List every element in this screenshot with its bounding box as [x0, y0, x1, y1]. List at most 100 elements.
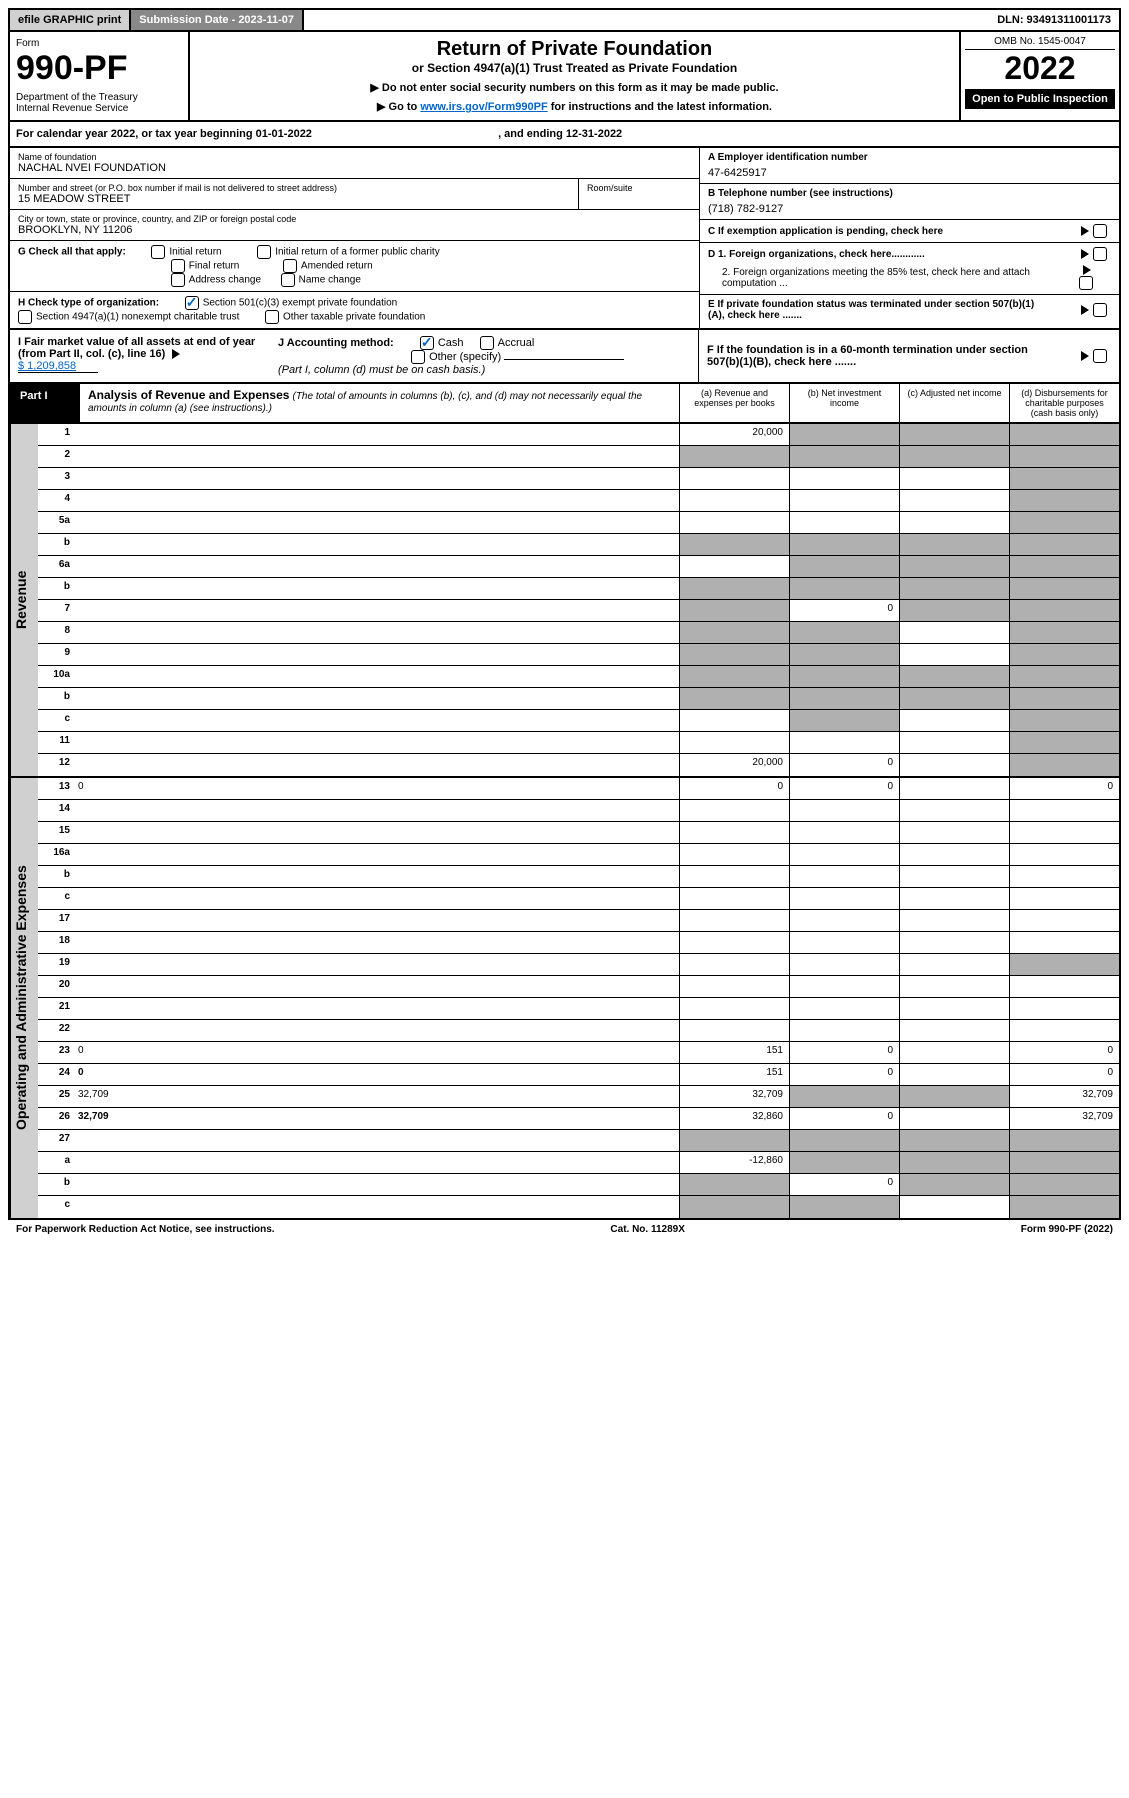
table-row: b	[38, 578, 1119, 600]
table-row: 14	[38, 800, 1119, 822]
ein: 47-6425917	[708, 167, 1111, 179]
table-row: 19	[38, 954, 1119, 976]
table-row: 16a	[38, 844, 1119, 866]
table-row: 18	[38, 932, 1119, 954]
chk-final[interactable]	[171, 259, 185, 273]
note1: ▶ Do not enter social security numbers o…	[196, 81, 953, 94]
table-row: 24015100	[38, 1064, 1119, 1086]
chk-f[interactable]	[1093, 349, 1107, 363]
d2-label: 2. Foreign organizations meeting the 85%…	[708, 267, 1079, 289]
expenses-table: Operating and Administrative Expenses 13…	[8, 778, 1121, 1220]
table-row: 6a	[38, 556, 1119, 578]
table-row: 2532,70932,70932,709	[38, 1086, 1119, 1108]
form-number: 990-PF	[16, 49, 182, 88]
table-row: 23015100	[38, 1042, 1119, 1064]
table-row: 3	[38, 468, 1119, 490]
table-row: b	[38, 866, 1119, 888]
table-row: 8	[38, 622, 1119, 644]
city-label: City or town, state or province, country…	[18, 214, 691, 224]
fmv-link[interactable]: $ 1,209,858	[18, 360, 98, 373]
j-note: (Part I, column (d) must be on cash basi…	[278, 364, 485, 376]
chk-other-tax[interactable]	[265, 310, 279, 324]
chk-501c3[interactable]	[185, 296, 199, 310]
name-label: Name of foundation	[18, 152, 691, 162]
table-row: 2	[38, 446, 1119, 468]
open-public: Open to Public Inspection	[965, 89, 1115, 109]
col-c: (c) Adjusted net income	[899, 384, 1009, 422]
form-title: Return of Private Foundation	[196, 38, 953, 61]
submission-date: Submission Date - 2023-11-07	[131, 10, 304, 30]
footer: For Paperwork Reduction Act Notice, see …	[8, 1220, 1121, 1239]
g-row: G Check all that apply: Initial return I…	[10, 241, 699, 292]
table-row: 20	[38, 976, 1119, 998]
table-row: 21	[38, 998, 1119, 1020]
part1-header: Part I Analysis of Revenue and Expenses …	[8, 384, 1121, 424]
form-ref: Form 990-PF (2022)	[1021, 1224, 1113, 1235]
chk-initial[interactable]	[151, 245, 165, 259]
table-row: c	[38, 1196, 1119, 1218]
dept: Department of the Treasury Internal Reve…	[16, 92, 182, 114]
table-row: a-12,860	[38, 1152, 1119, 1174]
tax-year: 2022	[965, 50, 1115, 87]
table-row: b0	[38, 1174, 1119, 1196]
city: BROOKLYN, NY 11206	[18, 224, 691, 236]
arrow-icon	[1081, 226, 1089, 236]
cat-no: Cat. No. 11289X	[610, 1224, 684, 1235]
omb: OMB No. 1545-0047	[965, 36, 1115, 50]
col-d: (d) Disbursements for charitable purpose…	[1009, 384, 1119, 422]
a-label: A Employer identification number	[708, 152, 1111, 163]
j-label: J Accounting method:	[278, 337, 394, 349]
i-j-f-row: I Fair market value of all assets at end…	[8, 330, 1121, 384]
revenue-label: Revenue	[10, 424, 38, 776]
table-row: 1220,0000	[38, 754, 1119, 776]
table-row: 10a	[38, 666, 1119, 688]
col-a: (a) Revenue and expenses per books	[679, 384, 789, 422]
table-row: 5a	[38, 512, 1119, 534]
chk-d2[interactable]	[1079, 276, 1093, 290]
d1-label: D 1. Foreign organizations, check here..…	[708, 249, 925, 260]
chk-initial-former[interactable]	[257, 245, 271, 259]
chk-addrchg[interactable]	[171, 273, 185, 287]
chk-cash[interactable]	[420, 336, 434, 350]
form-subtitle: or Section 4947(a)(1) Trust Treated as P…	[196, 61, 953, 75]
table-row: 11	[38, 732, 1119, 754]
paperwork-notice: For Paperwork Reduction Act Notice, see …	[16, 1224, 275, 1235]
table-row: 17	[38, 910, 1119, 932]
table-row: 70	[38, 600, 1119, 622]
i-label: I Fair market value of all assets at end…	[18, 336, 255, 360]
table-row: c	[38, 710, 1119, 732]
table-row: b	[38, 688, 1119, 710]
c-label: C If exemption application is pending, c…	[708, 226, 943, 237]
table-row: 27	[38, 1130, 1119, 1152]
room-label: Room/suite	[587, 183, 691, 193]
addr-label: Number and street (or P.O. box number if…	[18, 183, 570, 193]
chk-namechg[interactable]	[281, 273, 295, 287]
chk-e[interactable]	[1093, 303, 1107, 317]
chk-d1[interactable]	[1093, 247, 1107, 261]
address: 15 MEADOW STREET	[18, 193, 570, 205]
table-row: 15	[38, 822, 1119, 844]
h-row: H Check type of organization: Section 50…	[10, 292, 699, 328]
chk-c[interactable]	[1093, 224, 1107, 238]
table-row: 4	[38, 490, 1119, 512]
form-header: Form 990-PF Department of the Treasury I…	[8, 32, 1121, 122]
table-row: 9	[38, 644, 1119, 666]
chk-amended[interactable]	[283, 259, 297, 273]
part1-tab: Part I	[10, 384, 80, 422]
calendar-row: For calendar year 2022, or tax year begi…	[8, 122, 1121, 148]
chk-other-acct[interactable]	[411, 350, 425, 364]
table-row: 22	[38, 1020, 1119, 1042]
top-bar: efile GRAPHIC print Submission Date - 20…	[8, 8, 1121, 32]
form-word: Form	[16, 38, 182, 49]
phone: (718) 782-9127	[708, 203, 1111, 215]
b-label: B Telephone number (see instructions)	[708, 188, 1111, 199]
expenses-label: Operating and Administrative Expenses	[10, 778, 38, 1218]
chk-accrual[interactable]	[480, 336, 494, 350]
irs-link[interactable]: www.irs.gov/Form990PF	[420, 101, 547, 113]
e-label: E If private foundation status was termi…	[708, 299, 1048, 321]
col-b: (b) Net investment income	[789, 384, 899, 422]
foundation-name: NACHAL NVEI FOUNDATION	[18, 162, 691, 174]
table-row: 130000	[38, 778, 1119, 800]
chk-4947[interactable]	[18, 310, 32, 324]
efile-label: efile GRAPHIC print	[10, 10, 131, 30]
